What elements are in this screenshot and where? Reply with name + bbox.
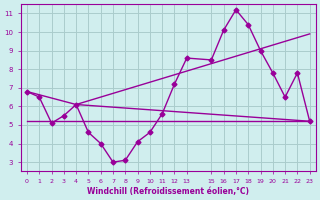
X-axis label: Windchill (Refroidissement éolien,°C): Windchill (Refroidissement éolien,°C) xyxy=(87,187,249,196)
